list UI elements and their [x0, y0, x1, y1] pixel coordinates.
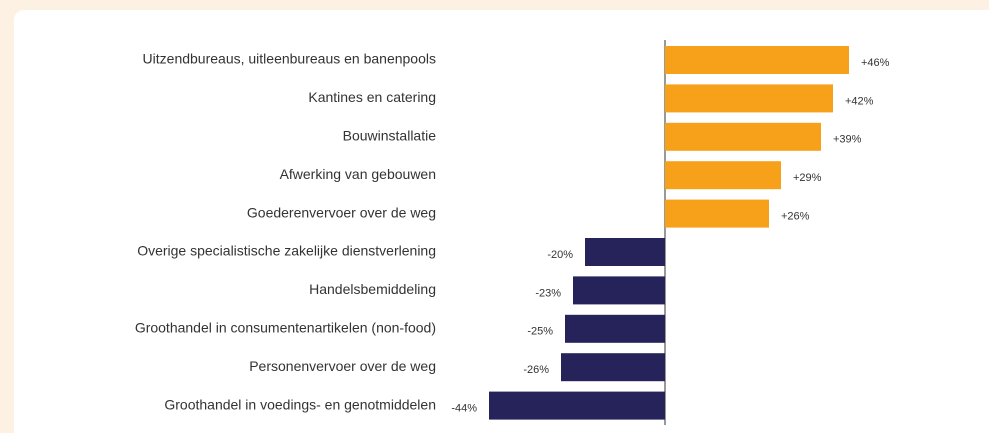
category-label: Overige specialistische zakelijke dienst…: [137, 243, 436, 259]
category-label: Groothandel in consumentenartikelen (non…: [135, 320, 436, 336]
category-label: Handelsbemiddeling: [309, 281, 436, 297]
value-label: -20%: [547, 249, 573, 261]
category-label: Bouwinstallatie: [343, 128, 437, 144]
bar: [565, 314, 665, 343]
bar: [665, 161, 781, 190]
value-label: -44%: [451, 403, 477, 415]
bar: [573, 276, 665, 305]
value-label: +46%: [861, 57, 890, 69]
value-label: +39%: [833, 134, 862, 146]
bar: [561, 353, 665, 382]
category-label: Groothandel in voedings- en genotmiddele…: [164, 396, 436, 412]
value-label: +42%: [845, 95, 874, 107]
value-label: -25%: [527, 326, 553, 338]
bar: [665, 46, 849, 74]
bar: [489, 391, 665, 420]
bar: [665, 122, 821, 151]
category-label: Uitzendbureaus, uitleenbureaus en banenp…: [143, 51, 436, 67]
category-label: Kantines en catering: [308, 89, 436, 105]
card: [14, 10, 989, 433]
value-label: +29%: [793, 172, 822, 184]
value-label: +26%: [781, 211, 810, 223]
value-label: -26%: [523, 364, 549, 376]
value-label: -23%: [535, 287, 561, 299]
bar: [665, 84, 833, 113]
bar: [665, 199, 769, 228]
category-label: Goederenvervoer over de weg: [247, 204, 436, 220]
category-label: Afwerking van gebouwen: [280, 166, 436, 182]
bar: [585, 238, 665, 266]
category-label: Personenvervoer over de weg: [249, 358, 436, 374]
